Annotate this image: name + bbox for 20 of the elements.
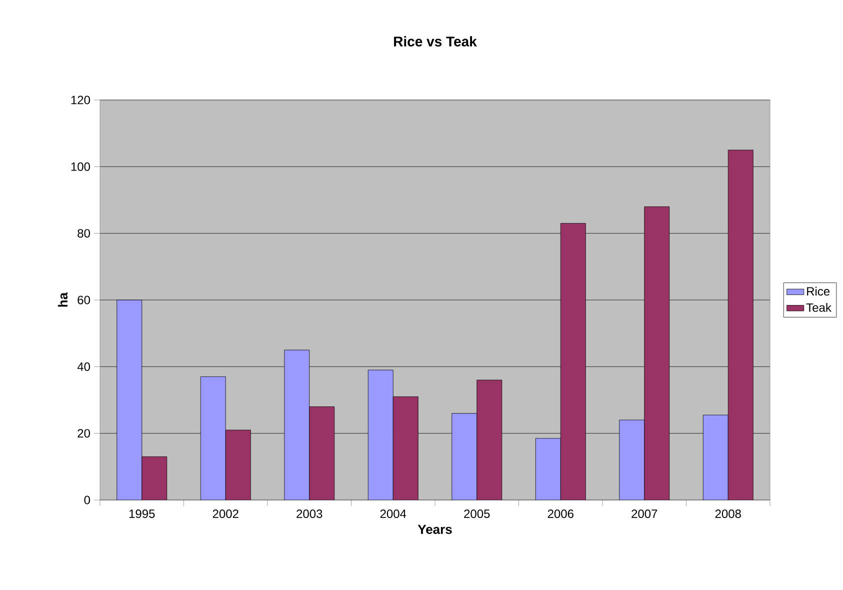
x-axis-title: Years	[418, 524, 452, 534]
legend-label: Teak	[806, 303, 832, 312]
chart-title: Rice vs Teak	[394, 36, 477, 46]
x-tick-label: 1995	[129, 510, 155, 518]
x-tick-label: 2006	[548, 510, 574, 518]
x-tick-label: 2002	[212, 510, 238, 518]
y-tick-label: 0	[84, 496, 90, 504]
y-tick-label: 100	[71, 162, 90, 171]
x-tick-label: 2004	[380, 510, 406, 518]
y-tick-label: 60	[78, 296, 90, 304]
y-tick-label: 20	[78, 429, 90, 438]
y-tick-label: 80	[78, 229, 90, 238]
y-tick-label: 120	[71, 96, 90, 104]
y-axis-title: ha	[58, 292, 68, 307]
x-tick-label: 2008	[715, 510, 741, 518]
x-tick-label: 2005	[464, 510, 490, 518]
y-tick-label: 40	[77, 362, 90, 371]
x-tick-label: 2003	[296, 510, 322, 518]
legend-label: Rice	[807, 286, 830, 296]
x-tick-label: 2007	[632, 510, 658, 518]
